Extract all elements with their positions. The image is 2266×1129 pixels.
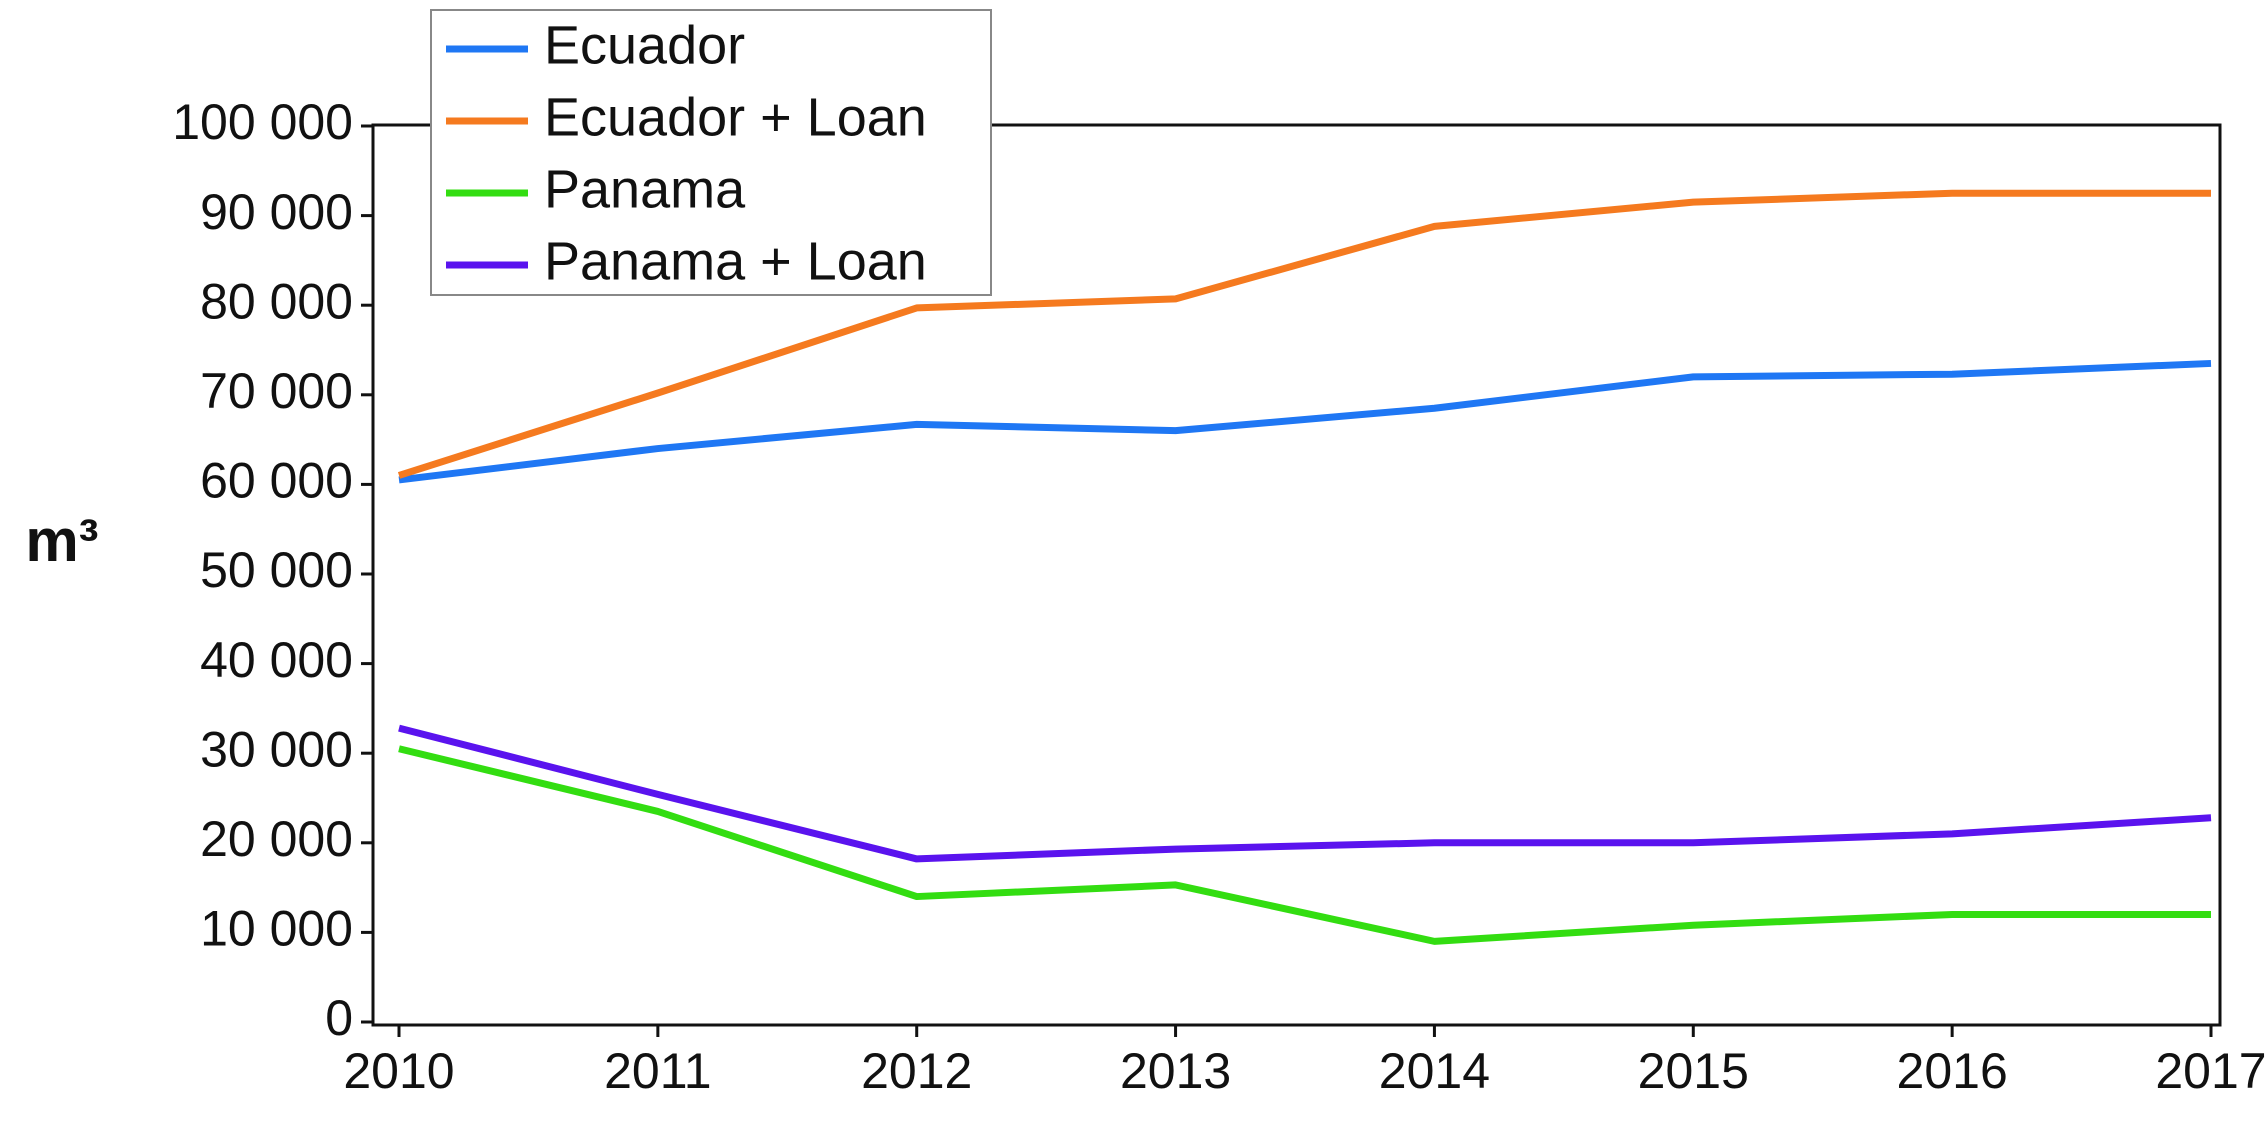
- series-line: [398, 724, 2212, 863]
- y-tick-label: 20 000: [200, 811, 353, 867]
- x-tick-label: 2017: [2155, 1043, 2266, 1099]
- y-tick-label: 0: [325, 990, 353, 1046]
- y-axis-label: m³: [25, 507, 98, 574]
- x-tick-label: 2015: [1638, 1043, 1749, 1099]
- y-tick-label: 90 000: [200, 184, 353, 240]
- series-line: [397, 189, 2211, 479]
- series-line: [398, 745, 2211, 945]
- y-tick-label: 10 000: [200, 901, 353, 957]
- y-tick-label: 30 000: [200, 721, 353, 777]
- legend-label: Ecuador + Loan: [544, 87, 927, 147]
- series-line: [398, 359, 2212, 484]
- x-tick-label: 2016: [1897, 1043, 2008, 1099]
- y-tick-label: 50 000: [200, 542, 353, 598]
- legend-label: Ecuador: [544, 15, 745, 75]
- x-tick-label: 2014: [1379, 1043, 1490, 1099]
- x-tick-label: 2011: [604, 1043, 712, 1099]
- y-tick-label: 80 000: [200, 273, 353, 329]
- y-tick-label: 70 000: [200, 363, 353, 419]
- y-tick-label: 100 000: [172, 94, 353, 150]
- legend-label: Panama: [544, 159, 746, 219]
- y-tick-label: 40 000: [200, 632, 353, 688]
- x-tick-label: 2013: [1120, 1043, 1231, 1099]
- legend-label: Panama + Loan: [544, 231, 927, 291]
- legend-box: [430, 9, 992, 296]
- x-tick-label: 2010: [343, 1043, 454, 1099]
- y-tick-label: 60 000: [200, 453, 353, 509]
- x-tick-label: 2012: [861, 1043, 972, 1099]
